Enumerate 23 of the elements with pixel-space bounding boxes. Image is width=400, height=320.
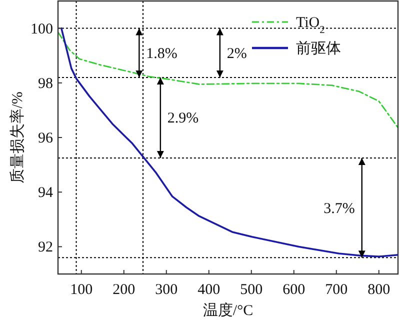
annotation: 3.7% xyxy=(324,200,355,217)
x-tick-label: 300 xyxy=(155,282,178,298)
annotation: 2.9% xyxy=(167,110,199,127)
x-tick-label: 800 xyxy=(368,282,390,298)
annotation: 2% xyxy=(226,46,247,62)
x-tick-label: 400 xyxy=(198,282,220,298)
y-tick-label: 100 xyxy=(30,21,53,38)
legend-label: 前驱体 xyxy=(296,40,341,57)
x-tick-label: 100 xyxy=(70,282,93,298)
x-tick-label: 600 xyxy=(282,282,306,298)
y-tick-label: 96 xyxy=(38,130,54,146)
x-tick-label: 200 xyxy=(112,282,136,298)
y-tick-label: 94 xyxy=(38,185,54,202)
line-series xyxy=(58,31,398,128)
annotation: 1.8% xyxy=(146,46,178,62)
x-tick-label: 500 xyxy=(240,282,263,298)
x-tick-label: 700 xyxy=(325,282,348,298)
y-tick-label: 98 xyxy=(38,76,53,92)
line-series xyxy=(60,27,398,258)
y-tick-label: 92 xyxy=(38,240,53,256)
y-axis-title: 质量损失率/% xyxy=(9,92,26,184)
x-axis-title: 温度/°C xyxy=(202,302,254,319)
legend-label: TiO$_{2}$ xyxy=(296,15,325,36)
